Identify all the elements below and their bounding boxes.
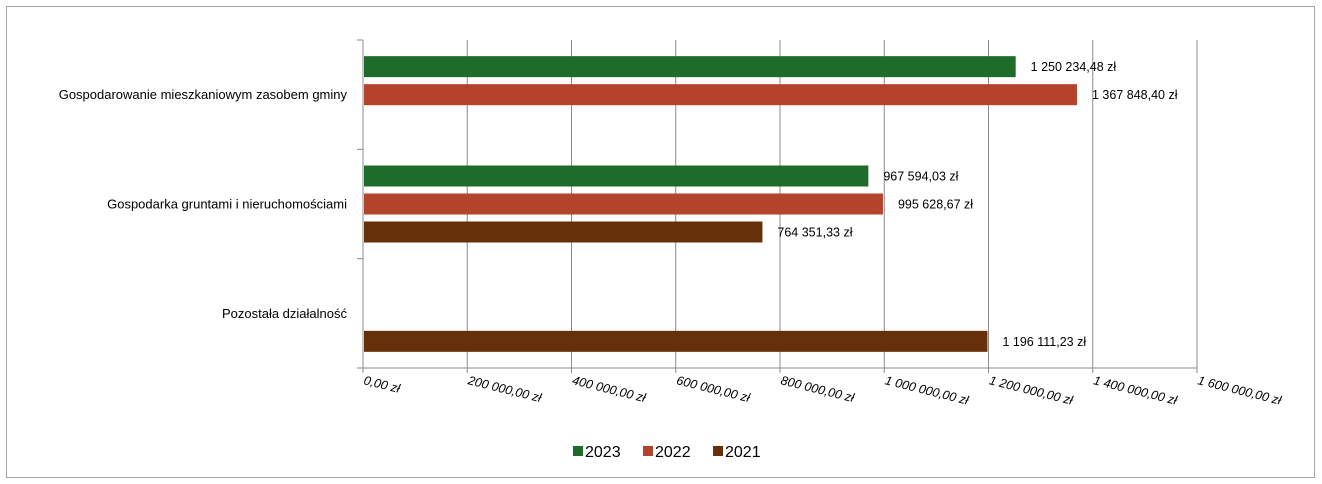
bars	[364, 56, 1077, 352]
legend-swatch	[713, 446, 723, 456]
bar	[364, 56, 1016, 78]
category-label: Gospodarowanie mieszkaniowym zasobem gmi…	[59, 87, 348, 102]
category-label: Pozostała działalność	[222, 306, 348, 321]
data-label: 1 196 111,23 zł	[1002, 335, 1086, 349]
x-tick-labels: 0,00 zł 200 000,00 zł 400 000,00 zł 600 000…	[362, 373, 1284, 408]
data-label: 967 594,03 zł	[883, 170, 958, 184]
legend-swatch	[573, 446, 583, 456]
bar	[364, 330, 988, 352]
value-labels: 1 250 234,48 zł 1 367 848,40 zł 967 594,03…	[777, 60, 1177, 349]
x-tick-label: 200 000,00 zł	[466, 373, 544, 405]
x-tick-label: 1 600 000,00 zł	[1196, 373, 1284, 408]
axes	[357, 39, 1198, 373]
x-tick-label: 1 000 000,00 zł	[884, 373, 972, 408]
data-label: 1 367 848,40 zł	[1092, 88, 1178, 102]
data-label: 764 351,33 zł	[777, 226, 852, 240]
legend: 2023 2022 2021	[573, 444, 761, 461]
bar	[364, 165, 869, 187]
category-label: Gospodarka gruntami i nieruchomościami	[107, 197, 347, 212]
x-tick-label: 800 000,00 zł	[779, 373, 856, 405]
data-label: 1 250 234,48 zł	[1031, 60, 1117, 74]
data-label: 995 628,67 zł	[898, 198, 973, 212]
x-tick-label: 0,00 zł	[362, 373, 402, 396]
x-tick-label: 1 200 000,00 zł	[988, 373, 1076, 408]
bar	[364, 84, 1077, 106]
legend-label: 2021	[725, 444, 761, 461]
bar	[364, 221, 763, 243]
legend-label: 2023	[585, 444, 621, 461]
legend-label: 2022	[655, 444, 691, 461]
legend-swatch	[643, 446, 653, 456]
category-labels: Gospodarowanie mieszkaniowym zasobem gmi…	[59, 87, 348, 321]
x-tick-label: 400 000,00 zł	[571, 373, 648, 405]
x-tick-label: 600 000,00 zł	[675, 373, 752, 405]
x-tick-label: 1 400 000,00 zł	[1092, 373, 1180, 408]
bar	[364, 193, 883, 215]
